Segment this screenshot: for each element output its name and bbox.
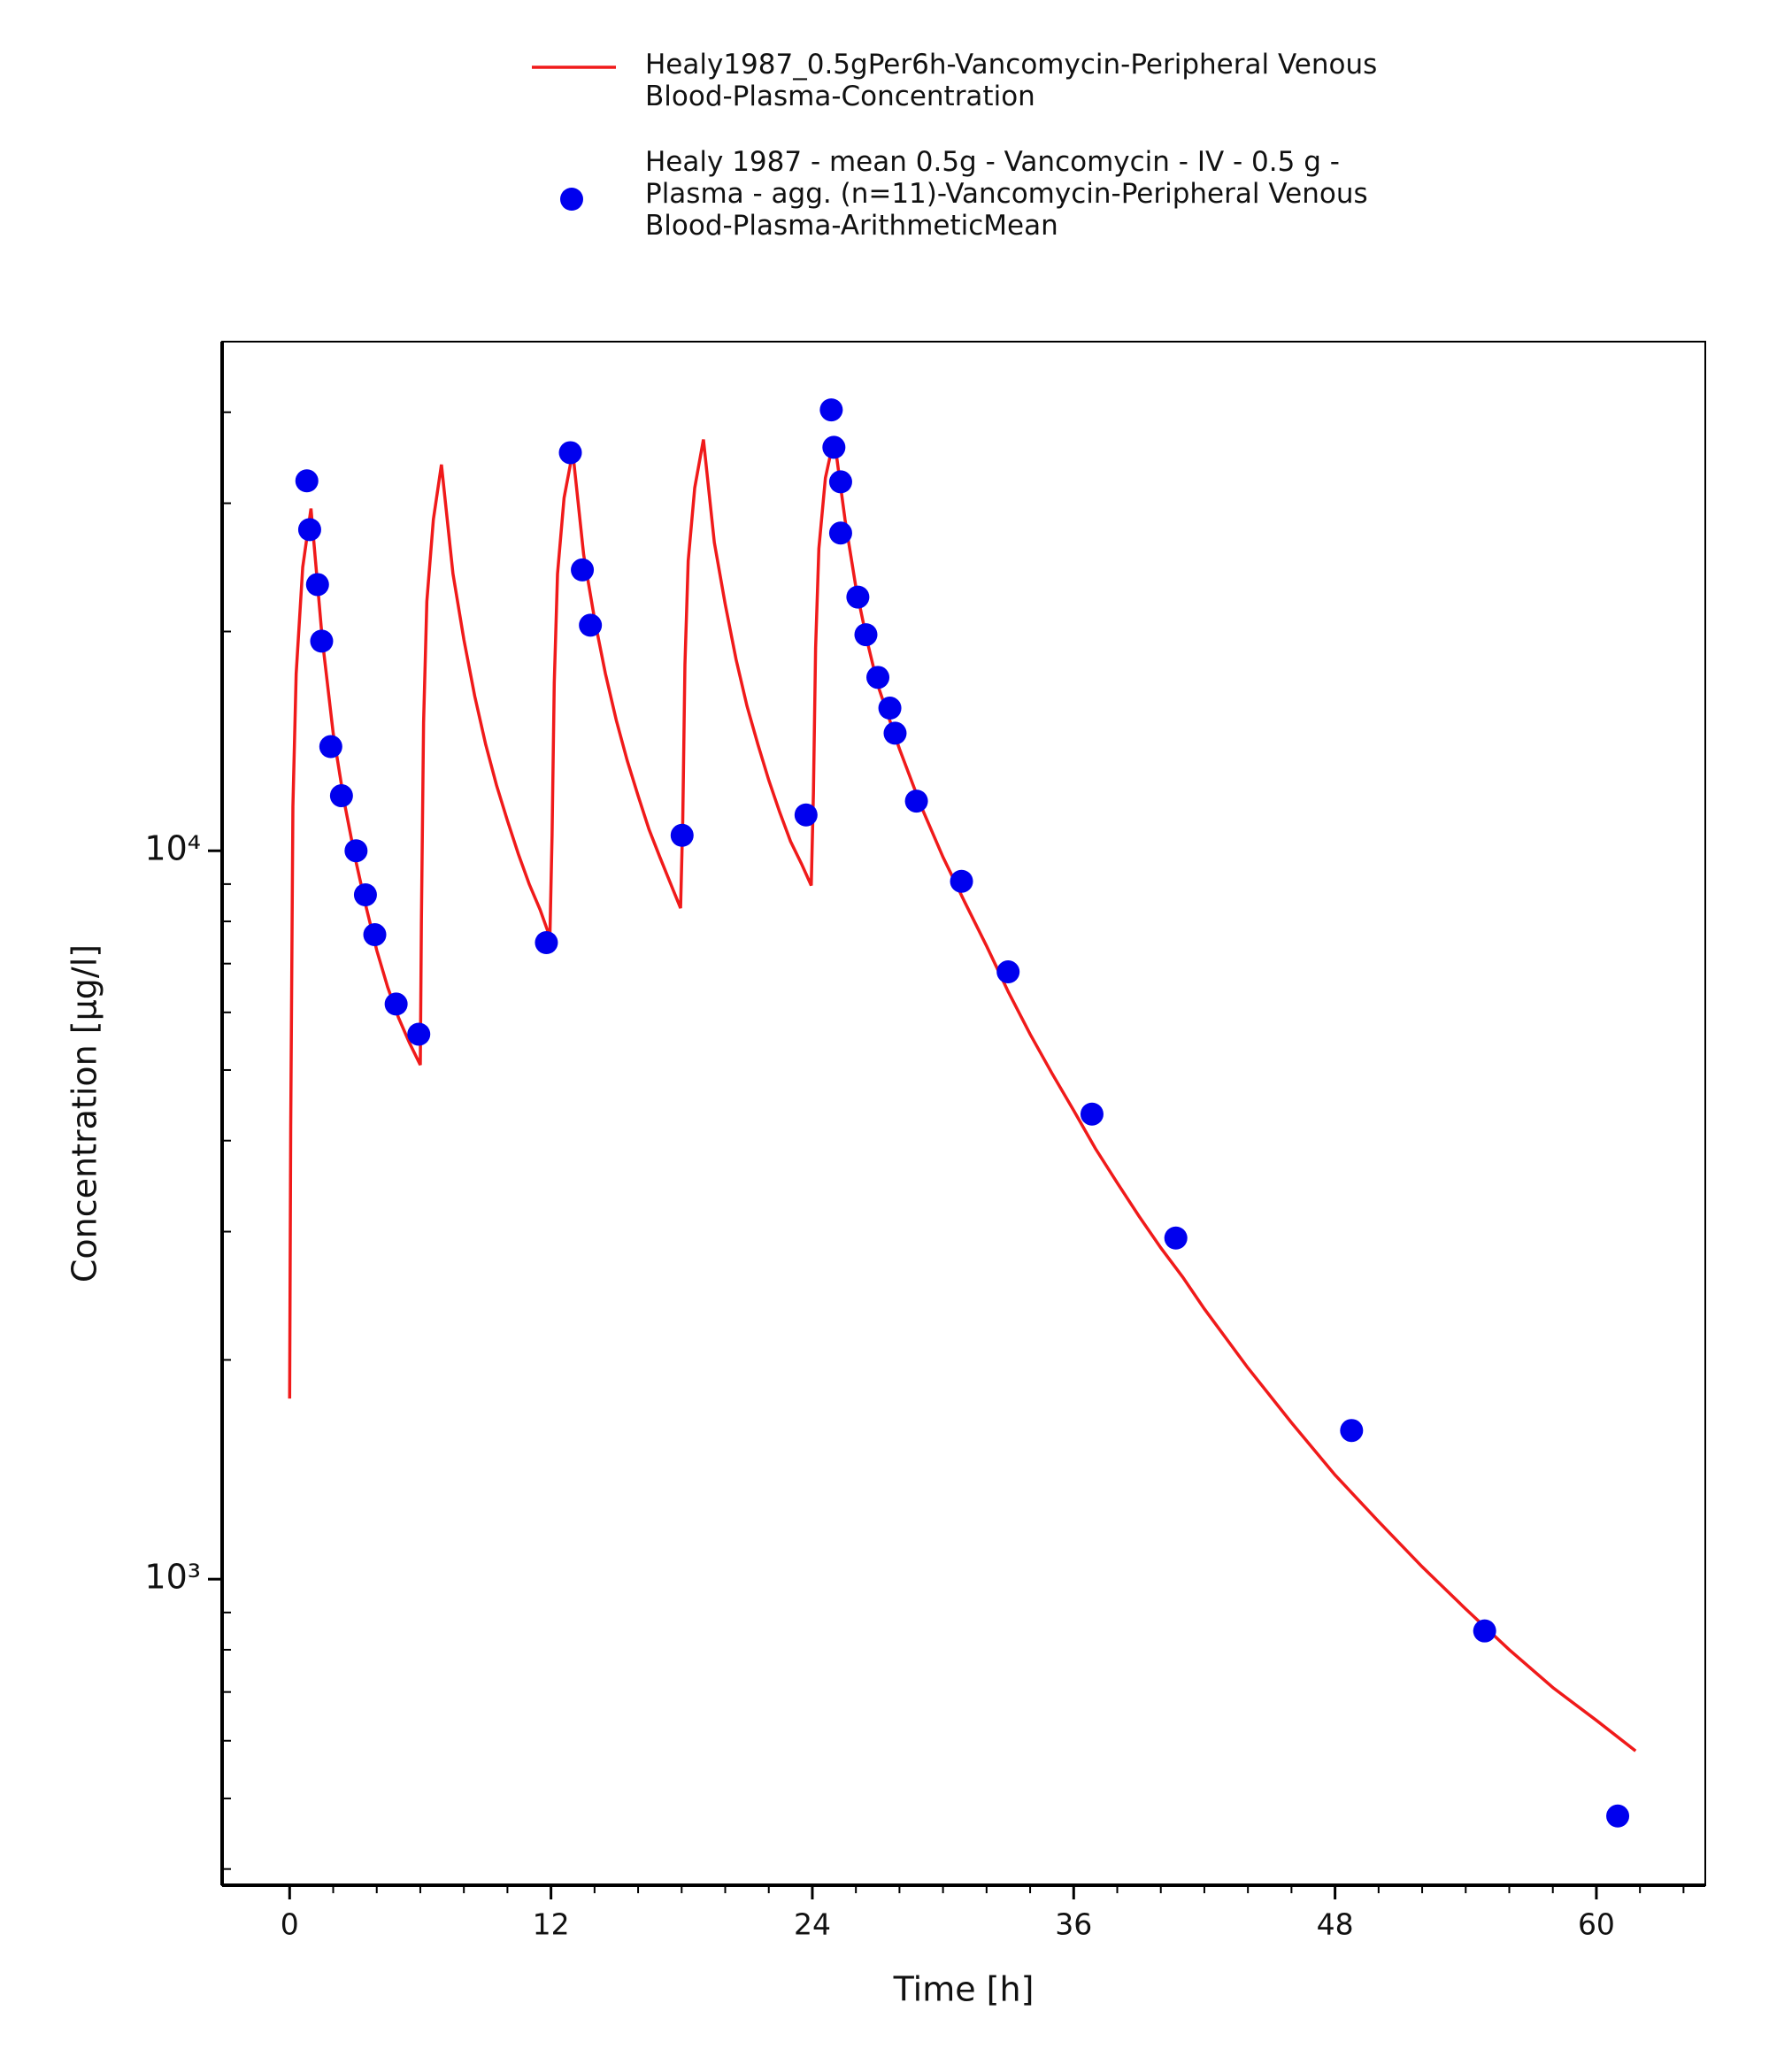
data-point xyxy=(996,960,1020,984)
x-tick-label: 36 xyxy=(1055,1907,1092,1942)
x-tick-label: 0 xyxy=(281,1907,299,1942)
y-tick-label: 10³ xyxy=(144,1558,201,1597)
data-point xyxy=(866,666,890,689)
data-point xyxy=(904,790,928,813)
legend-label: Healy 1987 - mean 0.5g - Vancomycin - IV… xyxy=(645,146,1368,242)
data-point xyxy=(1340,1419,1364,1443)
data-point xyxy=(558,441,582,465)
data-point xyxy=(384,992,408,1016)
data-point xyxy=(670,823,694,847)
data-point xyxy=(1606,1804,1630,1828)
y-tick-label: 10⁴ xyxy=(144,829,201,868)
data-point xyxy=(571,558,595,582)
data-point xyxy=(822,435,846,459)
x-tick-label: 24 xyxy=(794,1907,831,1942)
plot-frame xyxy=(221,341,1706,1886)
legend-label: Healy1987_0.5gPer6h-Vancomycin-Periphera… xyxy=(645,49,1378,112)
data-point xyxy=(854,623,878,647)
data-point xyxy=(1473,1619,1496,1643)
data-point xyxy=(819,398,843,422)
x-tick-label: 48 xyxy=(1317,1907,1354,1942)
legend-marker xyxy=(560,188,583,211)
y-axis-label: Concentration [µg/l] xyxy=(65,944,104,1282)
data-point xyxy=(319,735,342,759)
data-point xyxy=(305,573,329,597)
data-point xyxy=(828,470,852,494)
data-point xyxy=(310,629,334,653)
data-point xyxy=(846,585,870,609)
x-tick-label: 60 xyxy=(1578,1907,1615,1942)
x-tick-label: 12 xyxy=(533,1907,570,1942)
data-point xyxy=(535,930,558,954)
data-point xyxy=(353,882,377,906)
data-point xyxy=(950,869,973,893)
sim-line xyxy=(288,437,1637,1752)
data-point xyxy=(883,721,907,745)
data-point xyxy=(297,518,321,542)
data-point xyxy=(407,1022,431,1046)
data-point xyxy=(579,613,603,637)
data-point xyxy=(1164,1226,1188,1250)
data-point xyxy=(363,923,387,947)
data-point xyxy=(295,469,319,493)
data-point xyxy=(794,803,818,827)
data-point xyxy=(828,521,852,545)
data-point xyxy=(1080,1102,1104,1126)
data-point xyxy=(878,697,902,720)
data-point xyxy=(344,839,368,863)
x-axis-label: Time [h] xyxy=(893,1970,1034,2009)
data-point xyxy=(329,784,353,808)
